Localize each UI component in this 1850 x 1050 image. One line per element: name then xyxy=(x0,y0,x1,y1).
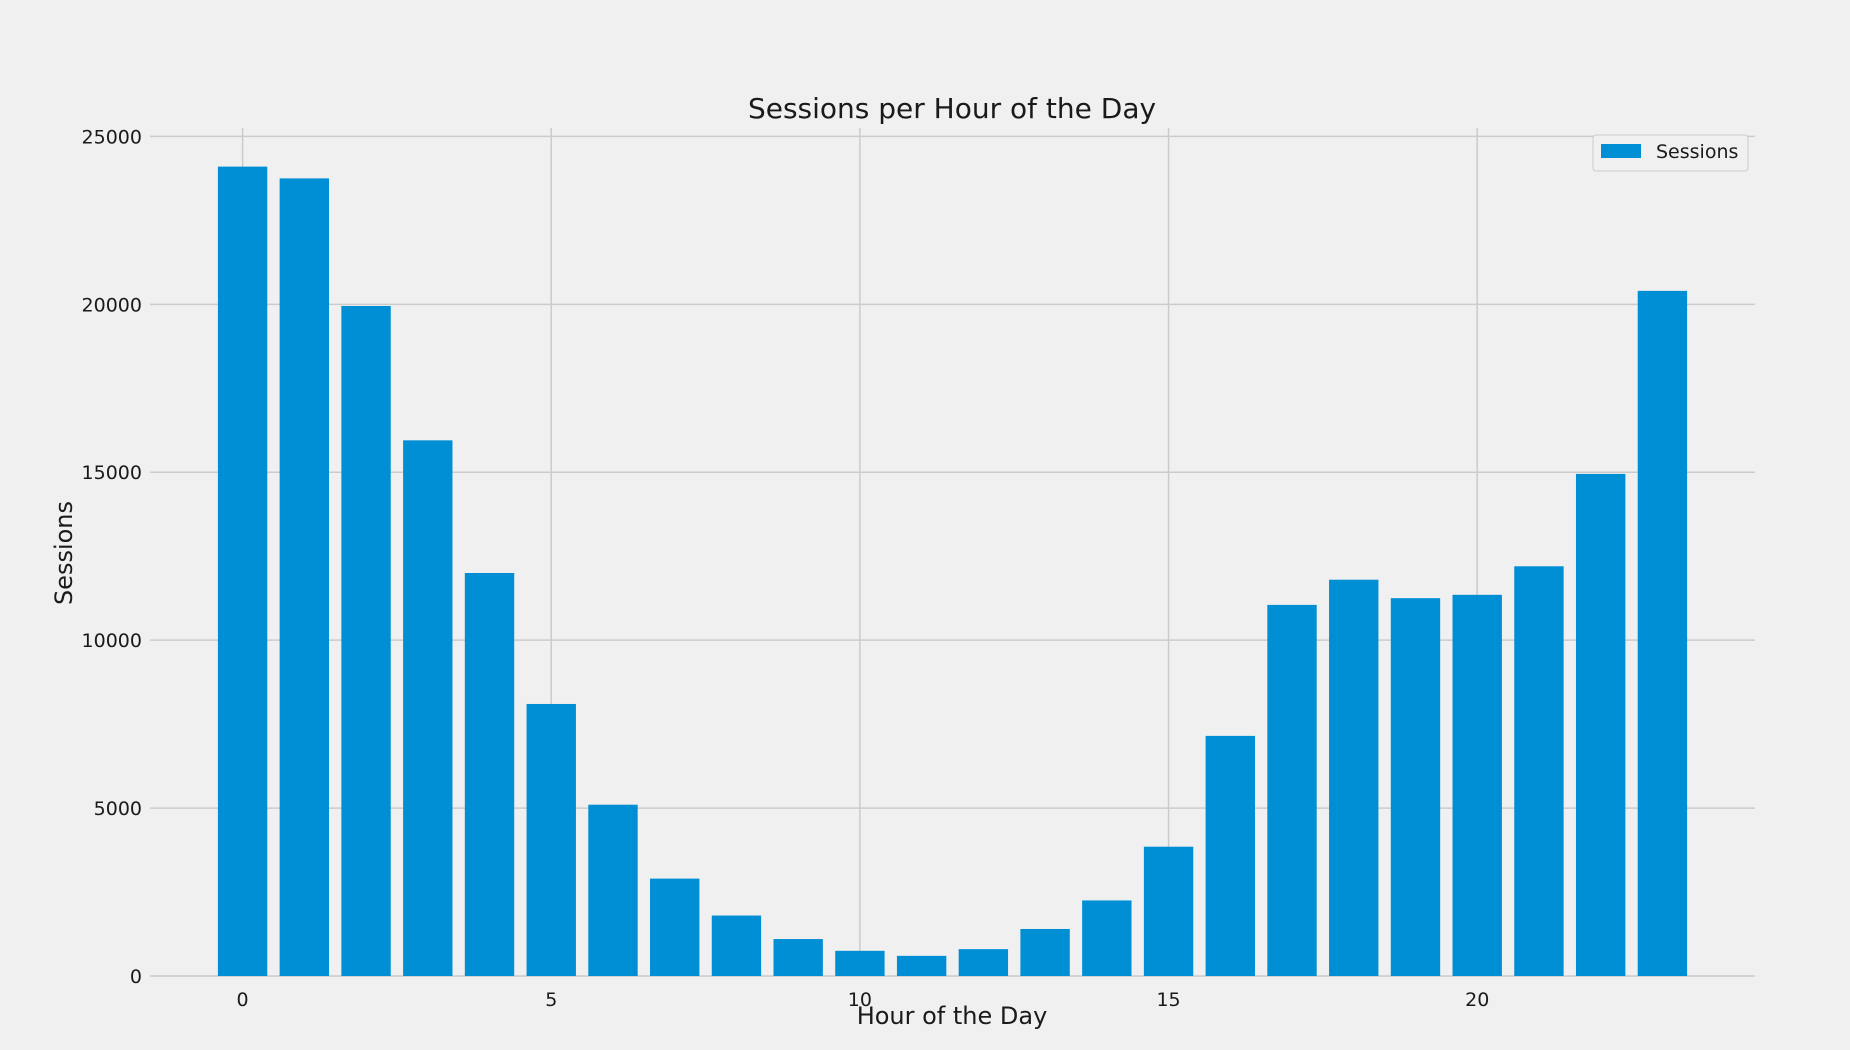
bar-hour-7 xyxy=(650,878,700,976)
bar-hour-21 xyxy=(1514,566,1564,976)
bar-hour-17 xyxy=(1267,604,1317,976)
x-tick-label: 10 xyxy=(848,989,872,1011)
legend-label: Sessions xyxy=(1656,141,1738,163)
bars xyxy=(217,166,1688,977)
bar-hour-20 xyxy=(1452,594,1502,976)
y-tick-labels: 0 5000 10000 15000 20000 25000 xyxy=(82,126,142,988)
chart-title: Sessions per Hour of the Day xyxy=(748,92,1156,125)
y-tick-label: 0 xyxy=(130,966,142,988)
bar-hour-16 xyxy=(1205,735,1255,976)
y-tick-label: 25000 xyxy=(82,126,142,148)
bar-hour-3 xyxy=(403,440,453,977)
bar-hour-2 xyxy=(341,305,391,976)
bar-hour-10 xyxy=(835,950,885,976)
y-tick-label: 15000 xyxy=(82,462,142,484)
y-axis-title: Sessions xyxy=(50,501,78,605)
bar-hour-4 xyxy=(464,572,515,976)
bar-hour-8 xyxy=(711,915,762,976)
y-tick-label: 10000 xyxy=(82,630,142,652)
bar-hour-22 xyxy=(1575,473,1626,976)
bar-hour-12 xyxy=(958,949,1009,976)
bar-hour-9 xyxy=(773,939,823,976)
x-tick-label: 20 xyxy=(1465,989,1489,1011)
y-tick-label: 5000 xyxy=(94,798,142,820)
x-axis-title: Hour of the Day xyxy=(857,1002,1048,1030)
x-tick-label: 15 xyxy=(1156,989,1180,1011)
bar-hour-5 xyxy=(526,703,576,976)
bar-hour-18 xyxy=(1329,579,1379,976)
bar-hour-19 xyxy=(1390,598,1441,976)
bar-hour-0 xyxy=(217,166,268,977)
x-tick-labels: 0 5 10 15 20 xyxy=(237,989,1490,1011)
bar-hour-15 xyxy=(1143,846,1194,976)
legend: Sessions xyxy=(1592,134,1749,172)
x-tick-label: 0 xyxy=(237,989,249,1011)
bar-hour-14 xyxy=(1082,900,1132,976)
bar-hour-11 xyxy=(896,955,947,976)
bar-hour-23 xyxy=(1637,290,1688,976)
bar-hour-13 xyxy=(1020,928,1070,976)
legend-swatch xyxy=(1601,144,1641,158)
bar-hour-1 xyxy=(279,178,330,977)
x-tick-label: 5 xyxy=(545,989,557,1011)
y-tick-label: 20000 xyxy=(82,294,142,316)
bar-hour-6 xyxy=(588,804,638,976)
